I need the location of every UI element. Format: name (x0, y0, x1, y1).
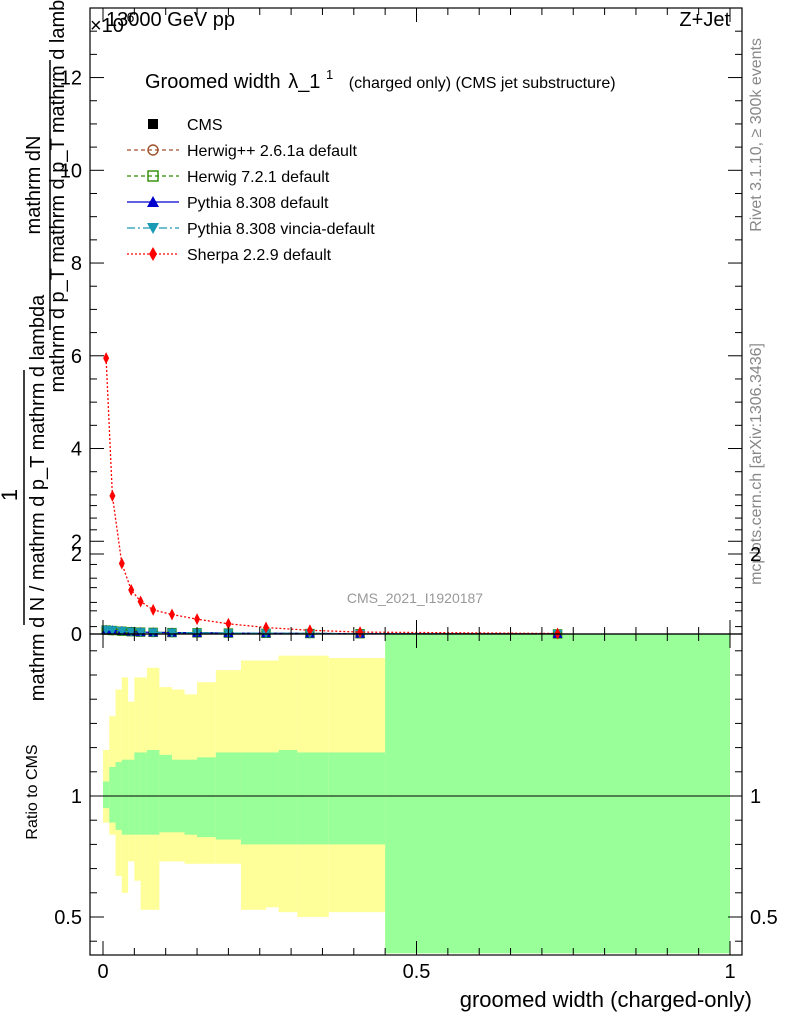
ratio-band-stat-bin-7 (146, 750, 160, 835)
ratio-band-stat-bin-6 (140, 752, 147, 835)
series-5-point-3 (128, 583, 135, 596)
ratio-xtick-label: 0.5 (403, 961, 431, 983)
ratio-band-stat-bin-3 (121, 759, 129, 835)
ratio-band-stat-bin-1 (109, 766, 116, 823)
series-5-point-5 (150, 603, 157, 616)
series-4-point-4 (135, 628, 146, 638)
main-ytick-label: 8 (71, 253, 82, 275)
ratio-band-stat-bin-16 (297, 752, 329, 845)
ratio-xtick-label: 0 (97, 961, 108, 983)
legend-label-2: Herwig 7.2.1 default (187, 169, 330, 186)
legend-label-4: Pythia 8.308 vincia-default (187, 221, 375, 238)
series-5-point-7 (194, 613, 201, 626)
legend-marker-3 (147, 196, 159, 207)
ratio-ytick-label-right: 2 (750, 544, 761, 566)
ratio-band-stat-bin-8 (159, 754, 172, 833)
exponent-power: -6 (122, 9, 135, 25)
legend-marker-4 (147, 223, 159, 234)
ratio-ylabel: Ratio to CMS (24, 744, 41, 839)
legend-marker-5 (149, 247, 157, 261)
main-frame (89, 7, 743, 635)
legend-marker-0 (148, 119, 158, 129)
series-5-point-10 (306, 624, 313, 637)
ratio-band-stat-bin-14 (266, 752, 279, 845)
ratio-band-stat-bin-18 (385, 634, 730, 954)
legend-entry-1: Herwig++ 2.6.1a default (127, 143, 357, 160)
plot-title: Groomed width λ_1 1 (charged only) (CMS … (145, 62, 616, 93)
plot-title-symbol: λ_1 (288, 71, 320, 93)
legend-label-3: Pythia 8.308 default (187, 195, 329, 212)
series-4-point-3 (126, 627, 137, 637)
rivet-label: Rivet 3.1.10, ≥ 300k events (748, 38, 765, 232)
exponent-prefix: ×10 (90, 15, 124, 37)
series-line-5 (105, 358, 558, 635)
mcplots-label: mcplots.cern.ch [arXiv:1306.3436] (748, 343, 765, 585)
series-4-point-1 (107, 626, 118, 636)
series-5-point-0 (103, 352, 110, 365)
main-ytick-label: 6 (71, 346, 82, 368)
main-ytick-label: 4 (71, 439, 82, 461)
ratio-ytick-label: 0.5 (54, 907, 82, 929)
ratio-band-stat-bin-11 (197, 757, 216, 838)
watermark: CMS_2021_I1920187 (347, 590, 483, 606)
main-ytick-label: 12 (60, 68, 82, 90)
legend-entry-0: CMS (148, 117, 223, 134)
legend-entry-5: Sherpa 2.2.9 default (127, 247, 332, 264)
legend-entry-3: Pythia 8.308 default (127, 195, 329, 212)
legend-label-5: Sherpa 2.2.9 default (187, 247, 332, 264)
ratio-xtick-label: 1 (724, 961, 735, 983)
main-ylabel-top: mathrm dN (23, 136, 45, 235)
legend-entry-2: Herwig 7.2.1 default (127, 169, 330, 186)
series-5-point-11 (357, 626, 364, 639)
main-ylabel-bottom: mathrm d N / mathrm d p_T mathrm d lambd… (27, 294, 49, 701)
plot-title-sup: 1 (326, 67, 333, 82)
series-5 (103, 352, 561, 640)
ratio-ytick-label: 2 (71, 544, 82, 566)
ratio-xlabel: groomed width (charged-only) (460, 987, 752, 1012)
series-5-point-8 (225, 617, 232, 630)
series-4-point-2 (116, 626, 127, 636)
ratio-ytick-label: 1 (71, 786, 82, 808)
ratio-band-stat-bin-15 (278, 750, 298, 845)
main-ytick-label: 0 (71, 624, 82, 646)
plot-title-rest: (charged only) (CMS jet substructure) (349, 75, 616, 92)
series-5-point-6 (168, 608, 175, 621)
legend-label-1: Herwig++ 2.6.1a default (187, 143, 357, 160)
ratio-ytick-label-right: 0.5 (750, 907, 778, 929)
ratio-band-stat-bin-17 (328, 752, 386, 845)
legend-label-0: CMS (187, 117, 223, 134)
main-ylabel-one: 1 (0, 489, 22, 501)
header-energy: 13000 GeV pp (106, 9, 235, 31)
ratio-bands (90, 634, 742, 954)
ratio-band-stat-bin-5 (134, 752, 141, 835)
series-4-point-5 (148, 628, 159, 638)
legend-entry-4: Pythia 8.308 vincia-default (127, 221, 375, 238)
series-5-point-1 (109, 489, 116, 502)
ratio-band-stat-bin-13 (240, 752, 267, 845)
header-process: Z+Jet (679, 9, 730, 31)
legend: CMS Herwig++ 2.6.1a default Herwig 7.2.1 d… (127, 117, 375, 264)
main-ytick-label: 10 (60, 160, 82, 182)
main-ylabel-line2: mathrm d p_T mathrm d p_T mathrm d lambd… (47, 0, 69, 392)
ratio-band-stat-bin-4 (128, 759, 135, 835)
plot-title-main: Groomed width λ_1 1 (charged only) (CMS … (145, 62, 616, 93)
series-4-point-6 (166, 628, 177, 638)
ratio-ytick-label-right: 1 (750, 786, 761, 808)
legend-marker-2 (147, 170, 159, 182)
main-series (101, 352, 563, 640)
plot-title-text: Groomed width (145, 71, 281, 93)
main-ylabel: mathrm dN mathrm d p_T mathrm d p_T math… (0, 0, 69, 701)
ratio-band-stat-bin-0 (103, 781, 110, 809)
main-ytick-label: 2 (71, 531, 82, 553)
legend-marker-1 (147, 144, 159, 156)
series-5-point-2 (118, 557, 125, 570)
series-5-point-4 (137, 595, 144, 608)
ratio-band-stat-bin-10 (184, 759, 198, 835)
series-5-point-9 (263, 621, 270, 634)
